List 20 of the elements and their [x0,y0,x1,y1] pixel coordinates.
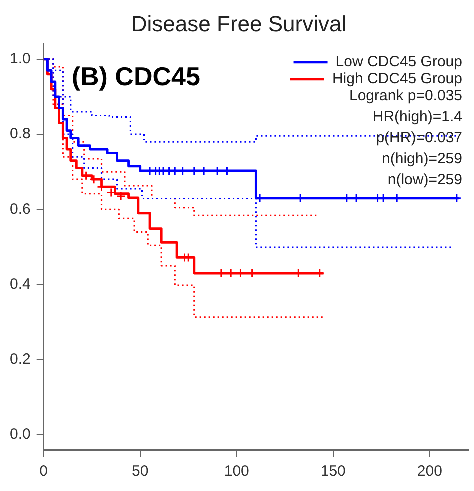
annotation: Logrank p=0.035 [349,88,462,105]
x-tick-label: 200 [417,463,442,480]
x-tick-label: 50 [132,463,149,480]
x-tick-label: 100 [224,463,250,480]
y-tick-label: 0.4 [10,276,31,293]
annotation: (B) CDC45 [72,62,200,92]
annotation: p(HR)=0.037 [376,130,462,147]
legend-label: Low CDC45 Group [336,54,462,71]
x-tick-label: 150 [320,463,346,480]
y-tick-label: 0.0 [10,426,31,444]
y-tick-label: 0.2 [10,351,31,368]
chart-title: Disease Free Survival [131,11,347,36]
annotation: n(high)=259 [382,150,462,168]
annotation: HR(high)=1.4 [372,108,462,126]
legend-label: High CDC45 Group [332,70,462,88]
x-tick-label: 0 [40,463,48,480]
y-tick-label: 1.0 [10,50,31,68]
annotation: n(low)=259 [388,172,462,189]
y-tick-label: 0.8 [10,126,31,143]
y-tick-label: 0.6 [10,200,31,218]
